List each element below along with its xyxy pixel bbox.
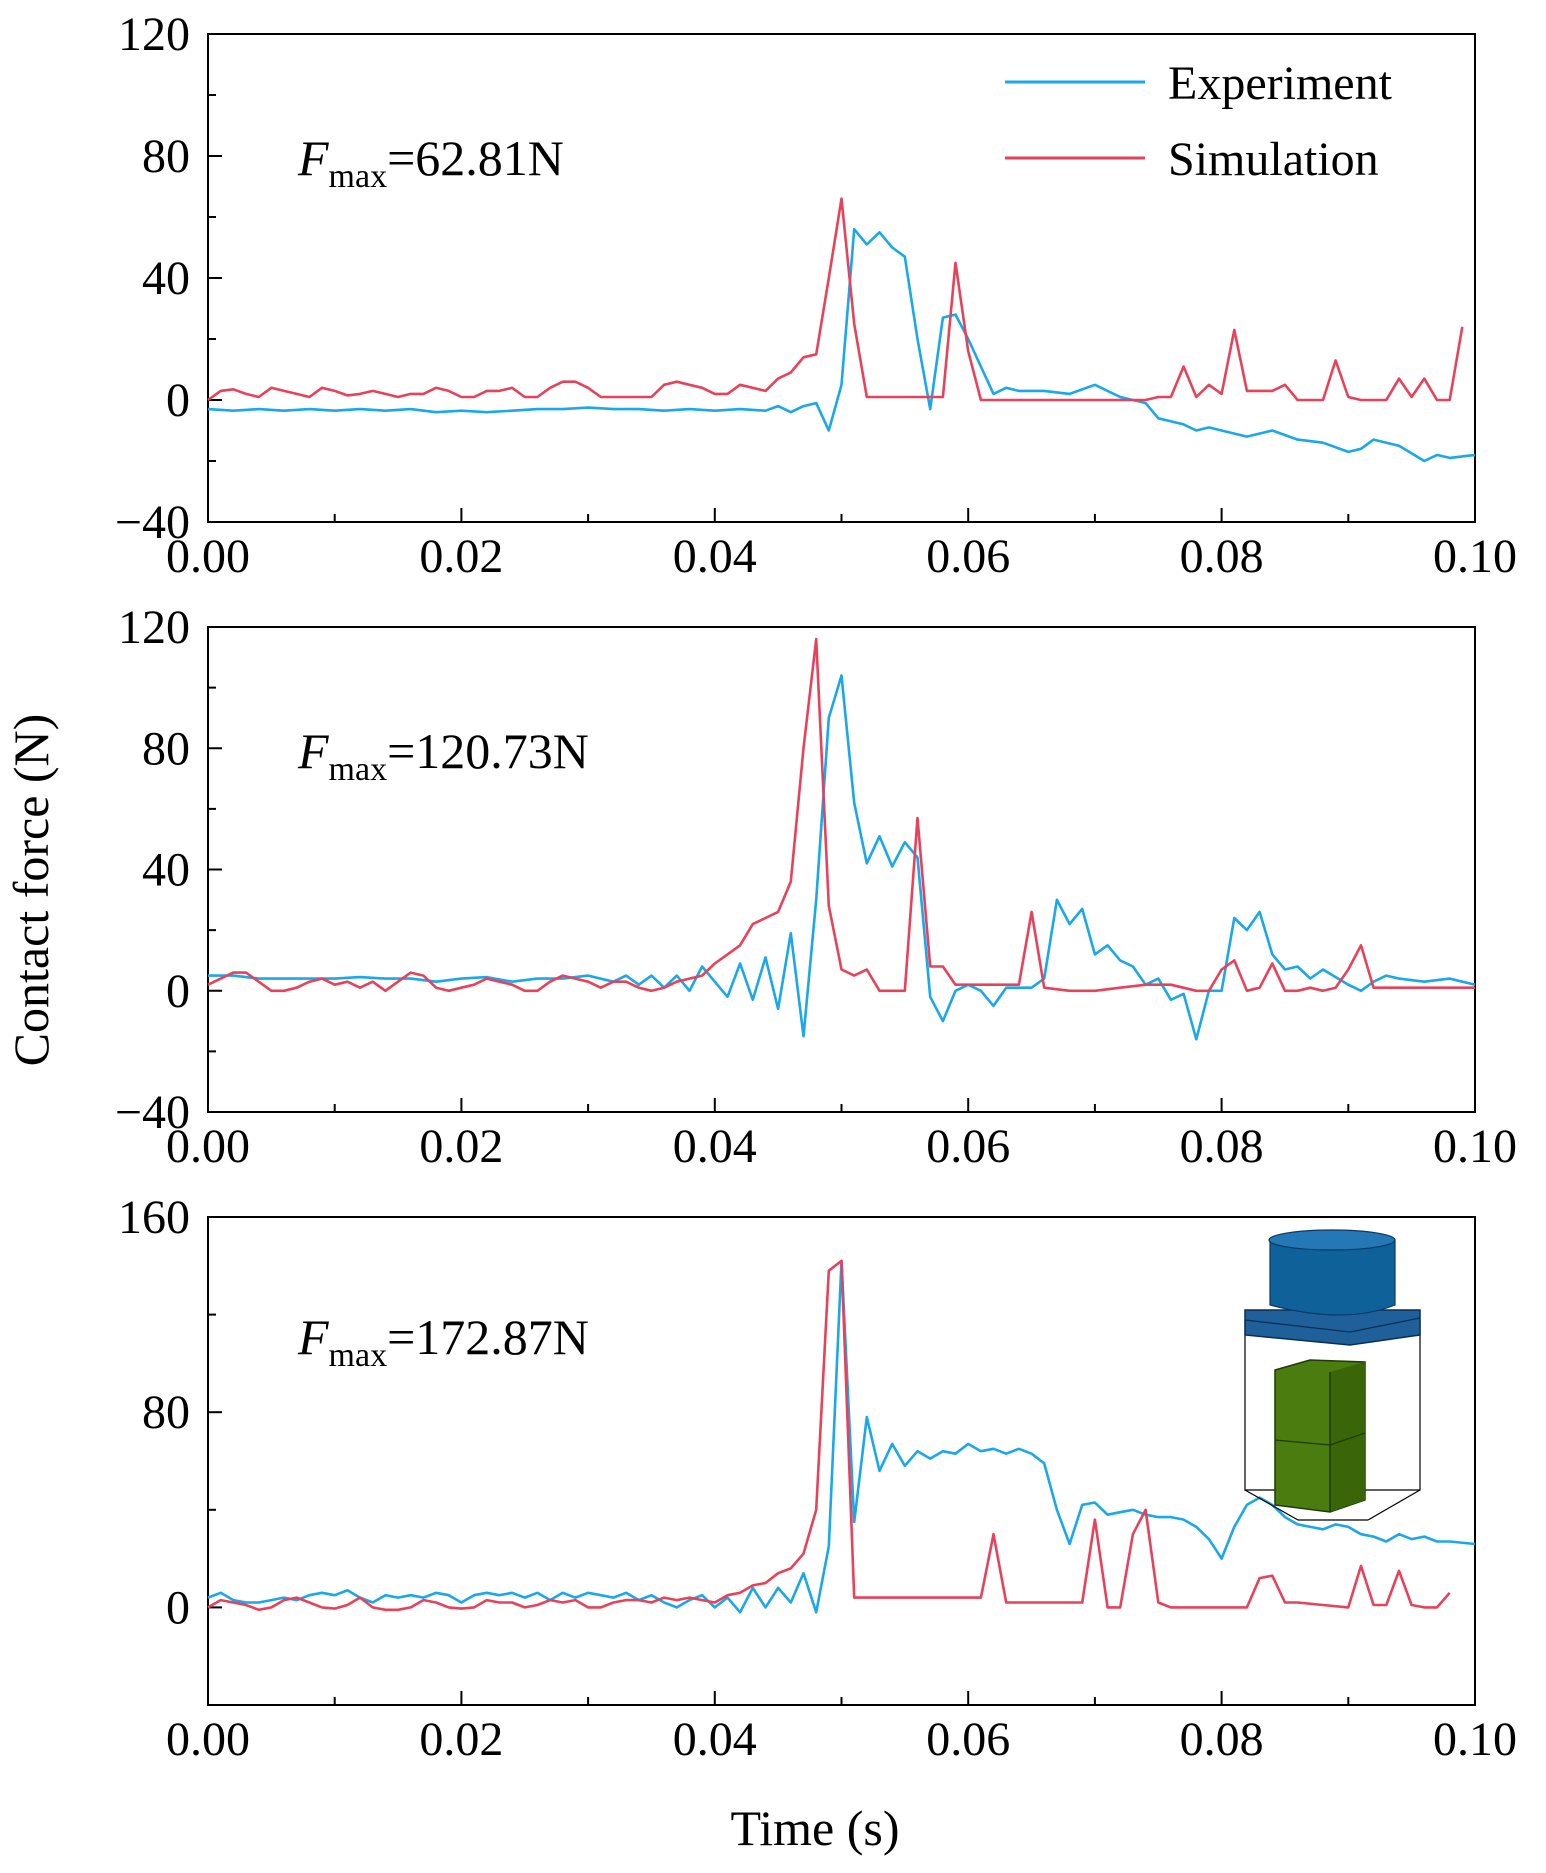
- fmax-symbol: F: [297, 1309, 329, 1365]
- panel-3-series-simulation: [207, 1259, 1451, 1612]
- x-axis-title: Time (s): [730, 1800, 899, 1856]
- fmax-value: =120.73N: [387, 723, 589, 779]
- panel-3-x-tick-label: 0.04: [673, 1713, 757, 1766]
- inset-green-block-split-side: [1329, 1432, 1366, 1446]
- inset-green-block-side: [1330, 1362, 1365, 1512]
- panel-3-x-tick-label: 0.10: [1433, 1713, 1517, 1766]
- fmax-subscript: max: [329, 751, 388, 788]
- panel-3-fmax-label: Fmax=172.87N: [297, 1309, 589, 1374]
- panel-3-x-tick-label: 0.08: [1180, 1713, 1264, 1766]
- panel-2-fmax-label: Fmax=120.73N: [297, 723, 589, 788]
- inset-blue-cylinder-top: [1268, 1229, 1396, 1251]
- fmax-subscript: max: [329, 158, 388, 195]
- panel-1-x-tick-label: 0.10: [1433, 530, 1517, 583]
- panel-1: 0.00 0.02 0.04 0.06 0.08 0.10 −40 0 40 80 120 Fmax=…: [115, 8, 1517, 583]
- panel-2-x-tick-label: 0.06: [926, 1120, 1010, 1173]
- panel-1-x-tick-label: 0.04: [673, 530, 757, 583]
- panel-2-axes-frame: [207, 626, 1476, 1113]
- panel-3-y-tick-label: 0: [166, 1581, 190, 1634]
- fmax-symbol: F: [297, 723, 329, 779]
- panel-1-x-tick-label: 0.00: [166, 530, 250, 583]
- panel-1-x-tick-label: 0.02: [419, 530, 503, 583]
- panel-1-y-tick-label: 40: [142, 252, 190, 305]
- panel-2-x-tick-label: 0.08: [1180, 1120, 1264, 1173]
- legend-label-simulation: Simulation: [1168, 133, 1379, 186]
- y-axis-title: Contact force (N): [3, 714, 59, 1067]
- panel-1-y-tick-label: 80: [142, 130, 190, 183]
- panel-2-x-tick-label: 0.00: [166, 1120, 250, 1173]
- panel-2-x-tick-label: 0.10: [1433, 1120, 1517, 1173]
- fmax-symbol: F: [297, 130, 329, 186]
- inset-blue-plate-edge-right: [1349, 1317, 1421, 1333]
- panel-1-x-tick-label: 0.06: [926, 530, 1010, 583]
- panel-2-series-simulation: [207, 637, 1475, 993]
- panel-2-x-tick-label: 0.04: [673, 1120, 757, 1173]
- inset-3d-model-illustration: [1244, 1229, 1421, 1521]
- panel-3: 0.00 0.02 0.04 0.06 0.08 0.10 0 80 160 Fmax=172.8…: [118, 1191, 1517, 1766]
- panel-2-y-tick-label: 40: [142, 844, 190, 897]
- inset-blue-cylinder-body: [1269, 1239, 1396, 1316]
- panel-1-x-tick-label: 0.08: [1180, 530, 1264, 583]
- panel-1-series-experiment: [207, 227, 1476, 463]
- panel-2-y-tick-label: −40: [115, 1086, 190, 1139]
- panel-3-y-tick-label: 80: [142, 1386, 190, 1439]
- panel-2-x-tick-label: 0.02: [419, 1120, 503, 1173]
- fmax-value: =62.81N: [387, 130, 564, 186]
- inset-blue-plate: [1244, 1309, 1421, 1346]
- panel-1-y-tick-label: −40: [115, 496, 190, 549]
- panel-3-x-tick-label: 0.00: [166, 1713, 250, 1766]
- panel-3-x-tick-label: 0.02: [419, 1713, 503, 1766]
- panel-3-series-experiment: [207, 1259, 1476, 1614]
- panel-2-y-tick-label: 120: [118, 601, 190, 654]
- panel-2-y-tick-label: 0: [166, 965, 190, 1018]
- panel-1-series-simulation: [207, 197, 1464, 402]
- fmax-subscript: max: [329, 1337, 388, 1374]
- inset-frame-edge-right: [1367, 1489, 1421, 1521]
- inset-frame-edge-left: [1244, 1489, 1299, 1521]
- panels-layer: 0.00 0.02 0.04 0.06 0.08 0.10−4004080120Fmax=…: [115, 8, 1517, 1766]
- legend: Experiment Simulation: [1005, 57, 1393, 186]
- legend-label-experiment: Experiment: [1168, 57, 1393, 110]
- panel-1-y-tick-label: 120: [118, 8, 190, 61]
- panel-2-series-experiment: [208, 674, 1476, 1041]
- panel-3-y-tick-label: 160: [118, 1191, 190, 1244]
- panel-2: 0.00 0.02 0.04 0.06 0.08 0.10 −40 0 40 80 120 Fmax=…: [115, 601, 1517, 1173]
- panel-2-y-tick-label: 80: [142, 722, 190, 775]
- panel-1-fmax-label: Fmax=62.81N: [297, 130, 564, 195]
- panel-1-y-tick-label: 0: [166, 374, 190, 427]
- fmax-value: =172.87N: [387, 1309, 589, 1365]
- inset-blue-plate-edge-left: [1244, 1319, 1351, 1333]
- inset-green-block-split: [1274, 1439, 1331, 1446]
- panel-3-x-tick-label: 0.06: [926, 1713, 1010, 1766]
